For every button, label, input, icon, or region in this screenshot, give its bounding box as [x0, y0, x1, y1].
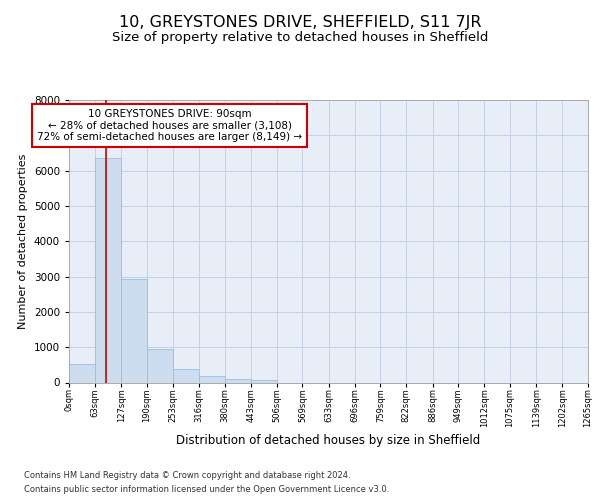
X-axis label: Distribution of detached houses by size in Sheffield: Distribution of detached houses by size …	[176, 434, 481, 447]
Text: 10, GREYSTONES DRIVE, SHEFFIELD, S11 7JR: 10, GREYSTONES DRIVE, SHEFFIELD, S11 7JR	[119, 15, 481, 30]
Y-axis label: Number of detached properties: Number of detached properties	[18, 154, 28, 329]
Bar	[225, 379, 251, 382]
Text: Contains HM Land Registry data © Crown copyright and database right 2024.: Contains HM Land Registry data © Crown c…	[24, 472, 350, 480]
Bar	[95, 158, 121, 382]
Bar	[173, 370, 199, 382]
Bar	[69, 364, 95, 382]
Text: 10 GREYSTONES DRIVE: 90sqm
← 28% of detached houses are smaller (3,108)
72% of s: 10 GREYSTONES DRIVE: 90sqm ← 28% of deta…	[37, 109, 302, 142]
Text: Size of property relative to detached houses in Sheffield: Size of property relative to detached ho…	[112, 30, 488, 44]
Bar	[147, 348, 173, 382]
Bar	[121, 280, 147, 382]
Text: Contains public sector information licensed under the Open Government Licence v3: Contains public sector information licen…	[24, 484, 389, 494]
Bar	[251, 380, 277, 382]
Bar	[199, 376, 225, 382]
